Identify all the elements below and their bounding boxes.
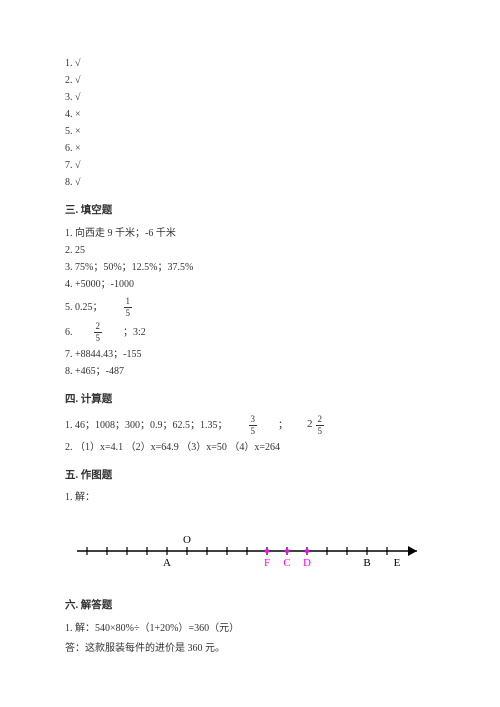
tf-item: 2. √ [65, 73, 435, 89]
tf-num: 1. [65, 58, 73, 69]
tf-item: 6. × [65, 141, 435, 157]
frac-den: 5 [249, 426, 258, 436]
s3-item-3: 3. 75%；50%；12.5%；37.5% [65, 260, 435, 276]
tf-num: 5. [65, 126, 73, 137]
tf-num: 6. [65, 143, 73, 154]
frac-num: 1 [124, 297, 133, 308]
s3-item-1: 1. 向西走 9 千米；-6 千米 [65, 226, 435, 242]
frac-den: 5 [316, 426, 325, 436]
svg-text:O: O [183, 534, 191, 546]
mixed-number: 2 2 5 [307, 415, 326, 436]
fraction: 2 5 [316, 415, 325, 436]
tf-mark: √ [75, 177, 81, 188]
s3-item-5-text: 5. 0.25； [65, 302, 103, 313]
tf-num: 2. [65, 75, 73, 86]
fraction: 1 5 [124, 297, 133, 318]
tf-mark: × [75, 109, 81, 120]
section-4-title: 四. 计算题 [65, 392, 435, 409]
s3-item-7: 7. +8844.43；-155 [65, 347, 435, 363]
frac-den: 5 [124, 308, 133, 318]
page: 1. √ 2. √ 3. √ 4. × 5. × 6. × 7. √ 8. √ … [0, 0, 500, 707]
tf-num: 7. [65, 160, 73, 171]
number-line-svg: OA F C D B E [65, 516, 435, 586]
tf-item: 4. × [65, 107, 435, 123]
number-line-diagram: OA F C D B E [65, 516, 435, 586]
fraction: 2 5 [94, 322, 103, 343]
section-6-title: 六. 解答题 [65, 598, 435, 615]
tf-mark: √ [75, 160, 81, 171]
s4-r1-sep: ； [278, 419, 288, 430]
tf-num: 3. [65, 92, 73, 103]
s3-item-2: 2. 25 [65, 243, 435, 259]
true-false-list: 1. √ 2. √ 3. √ 4. × 5. × 6. × 7. √ 8. √ [65, 56, 435, 191]
s4-r1-text: 1. 46；1008；300；0.9；62.5；1.35； [65, 419, 228, 430]
tf-item: 3. √ [65, 90, 435, 106]
s4-row-2: 2. （1）x=4.1 （2）x=64.9 （3）x=50 （4）x=264 [65, 440, 435, 456]
section-5-title: 五. 作图题 [65, 468, 435, 485]
fraction: 3 5 [249, 415, 258, 436]
svg-text:B: B [363, 557, 370, 569]
s3-item-6: 6. 2 5 ；3:2 [65, 322, 435, 343]
s3-item-4: 4. +5000；-1000 [65, 277, 435, 293]
s3-item-6-text-a: 6. [65, 327, 75, 338]
frac-num: 2 [316, 415, 325, 426]
tf-mark: √ [75, 75, 81, 86]
tf-item: 5. × [65, 124, 435, 140]
s3-item-8: 8. +465；-487 [65, 364, 435, 380]
s3-item-5: 5. 0.25； 1 5 [65, 297, 435, 318]
tf-num: 8. [65, 177, 73, 188]
s5-item-1: 1. 解： [65, 490, 435, 506]
tf-mark: × [75, 143, 81, 154]
s6-item-1: 1. 解：540×80%÷（1+20%）=360（元） [65, 621, 435, 637]
tf-mark: √ [75, 92, 81, 103]
s6-item-2: 答：这款服装每件的进价是 360 元。 [65, 641, 435, 657]
frac-num: 2 [94, 322, 103, 333]
tf-mark: √ [75, 58, 81, 69]
svg-text:F: F [264, 557, 270, 569]
tf-item: 1. √ [65, 56, 435, 72]
frac-num: 3 [249, 415, 258, 426]
tf-item: 8. √ [65, 175, 435, 191]
s4-row-1: 1. 46；1008；300；0.9；62.5；1.35； 3 5 ； 2 2 … [65, 415, 435, 436]
section-3-title: 三. 填空题 [65, 203, 435, 220]
tf-num: 4. [65, 109, 73, 120]
tf-item: 7. √ [65, 158, 435, 174]
svg-text:C: C [283, 557, 290, 569]
svg-text:A: A [163, 557, 171, 569]
mixed-whole: 2 [307, 416, 313, 434]
svg-text:E: E [394, 557, 401, 569]
frac-den: 5 [94, 333, 103, 343]
tf-mark: × [75, 126, 81, 137]
s3-item-6-text-b: ；3:2 [123, 327, 146, 338]
svg-text:D: D [303, 557, 311, 569]
